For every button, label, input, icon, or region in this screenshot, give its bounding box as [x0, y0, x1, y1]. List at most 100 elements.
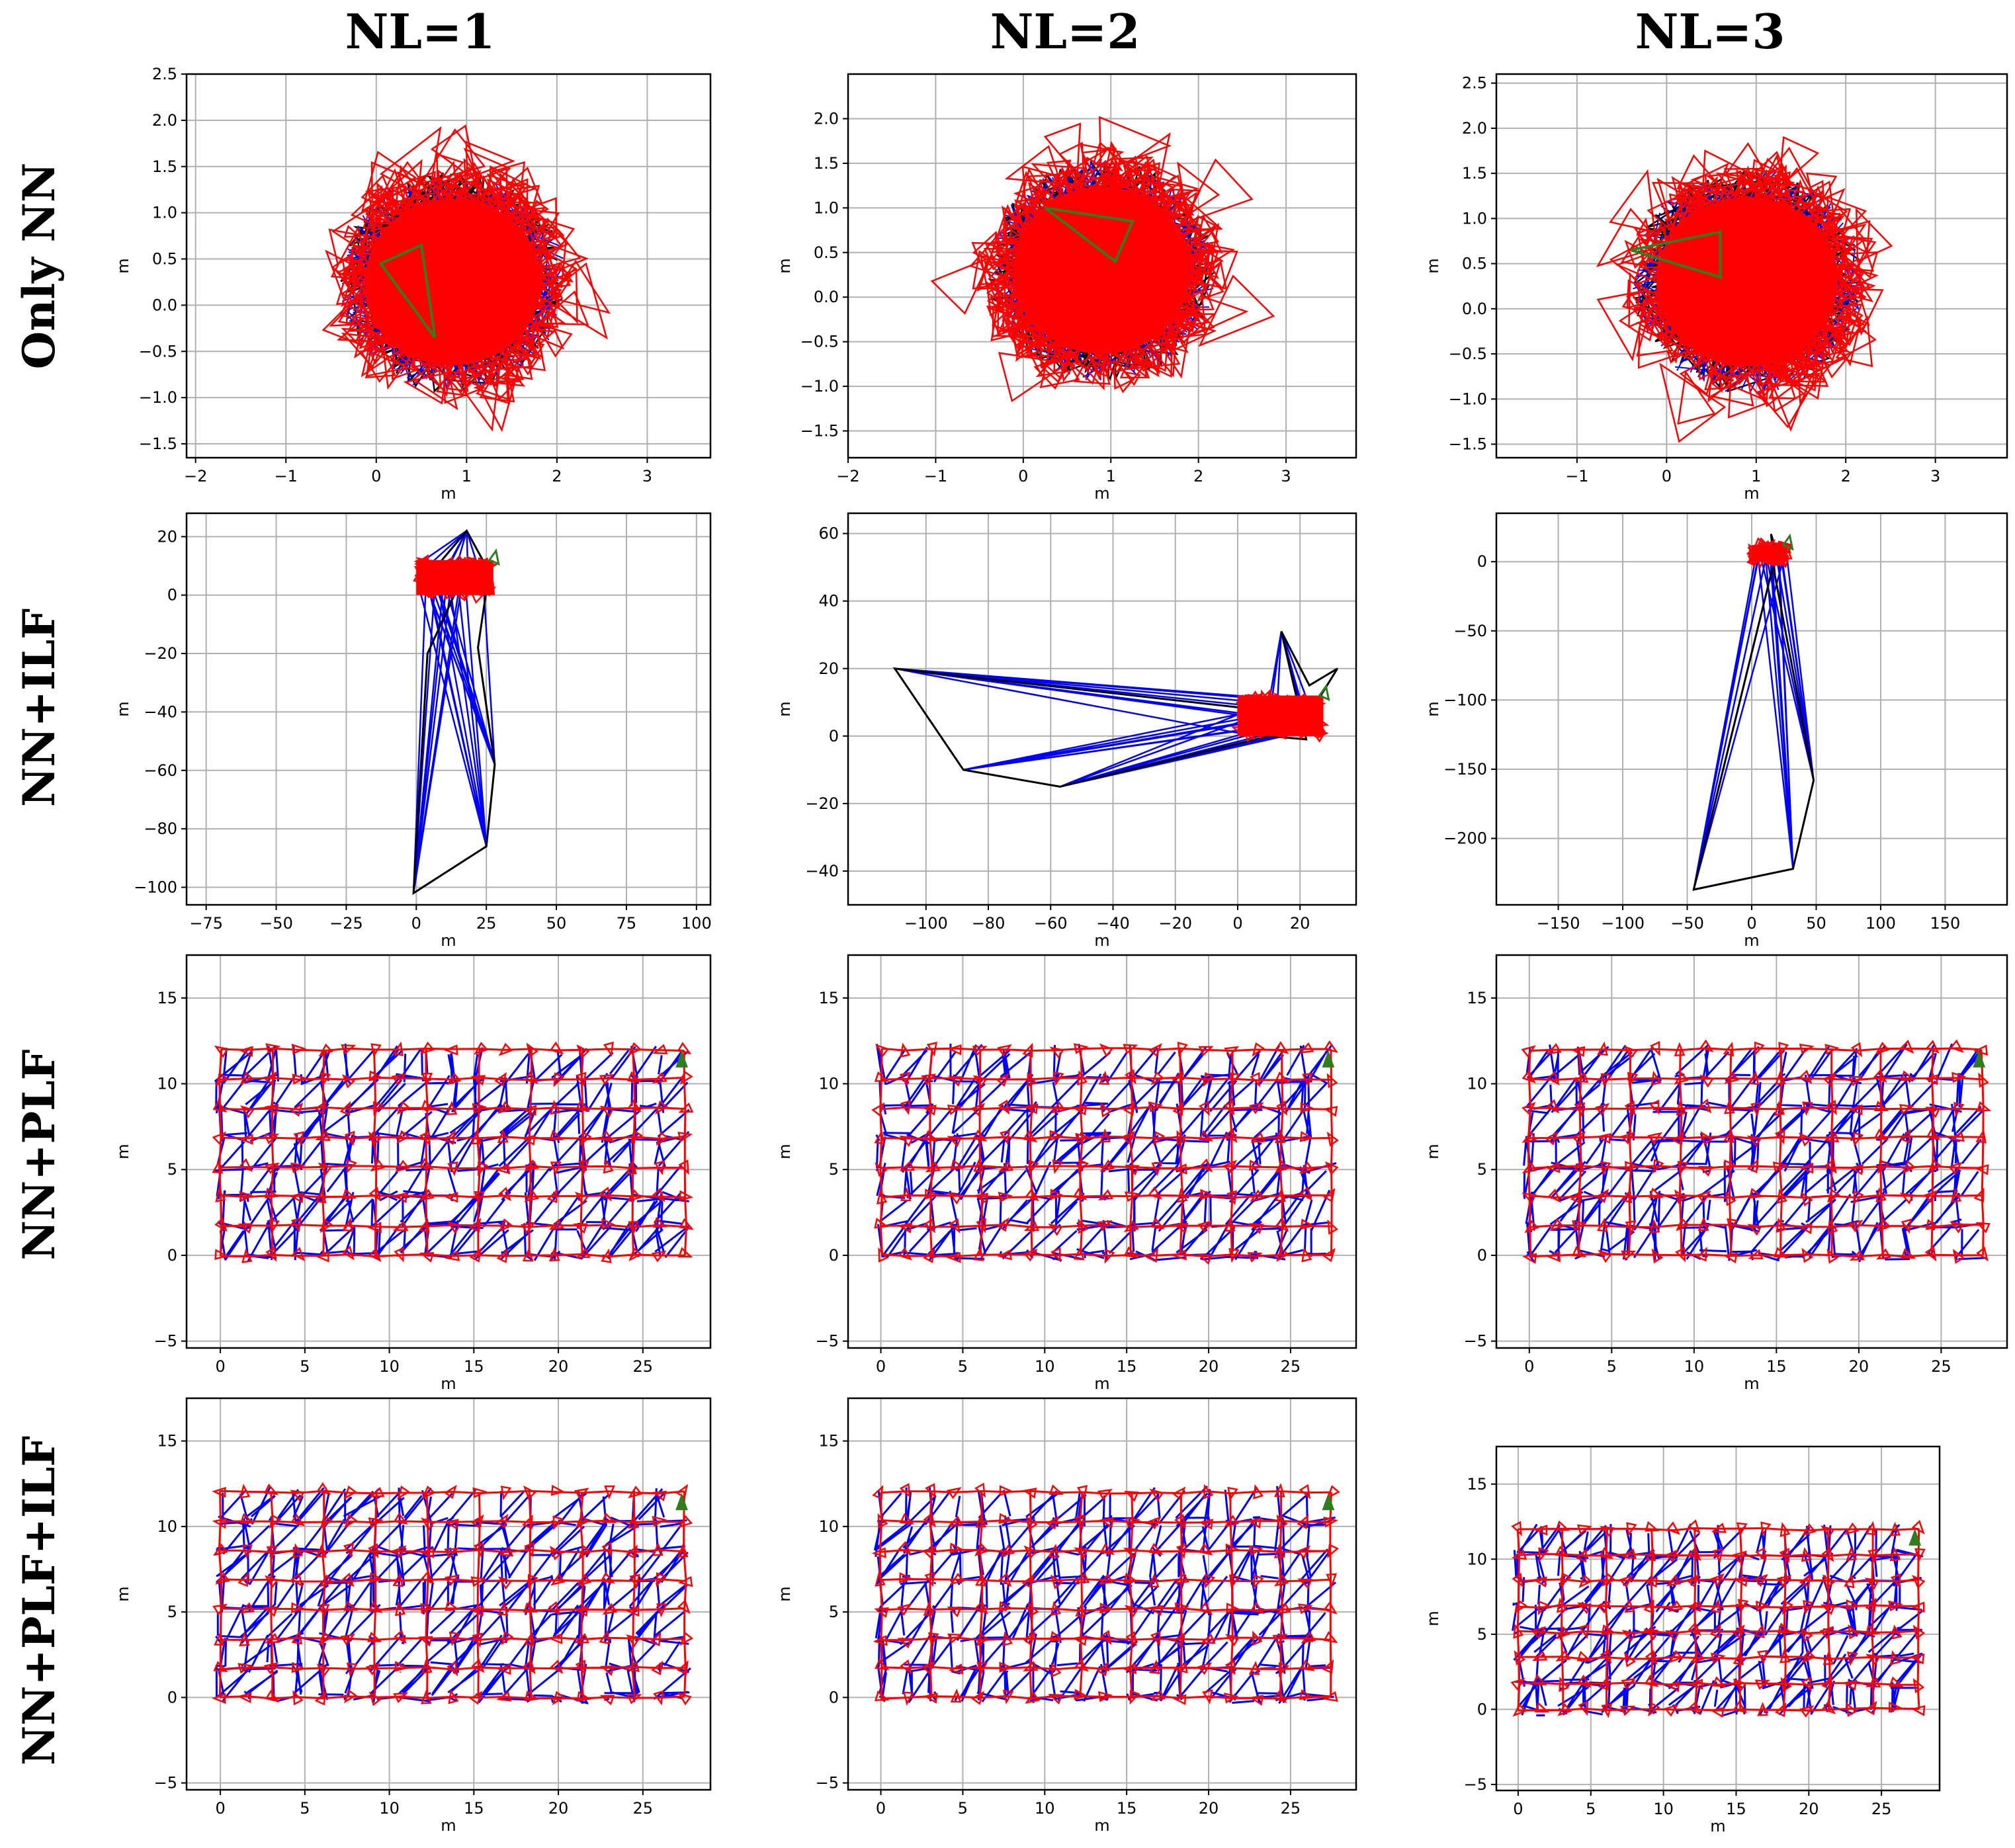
- pose-triangle: [1619, 1705, 1636, 1716]
- pose-triangle: [1756, 382, 1775, 394]
- pose-triangle: [1072, 1105, 1088, 1116]
- pose-triangle: [1150, 228, 1203, 280]
- pose-triangle: [239, 1191, 254, 1202]
- pose-triangle: [1275, 1187, 1286, 1202]
- pose-triangle: [1177, 1187, 1188, 1203]
- row-title-nn-plf-ilf: NN+PLF+ILF: [13, 1436, 65, 1765]
- start-pose-triangle: [488, 548, 500, 566]
- pose-triangle: [1200, 1633, 1216, 1644]
- pose-triangle: [1281, 694, 1297, 710]
- pose-triangle: [1267, 696, 1285, 708]
- pose-triangle: [392, 1545, 407, 1559]
- pose-triangle: [1711, 1676, 1727, 1688]
- pose-triangle: [1888, 1600, 1903, 1612]
- pose-triangle: [1140, 263, 1169, 300]
- y-tick-label: 10: [818, 1075, 839, 1093]
- pose-triangle: [1889, 1676, 1904, 1687]
- y-tick-label: −5: [816, 1332, 839, 1351]
- pose-triangle: [315, 1251, 329, 1263]
- pose-triangle: [494, 1071, 507, 1087]
- pose-triangle: [1002, 1689, 1014, 1704]
- pose-triangle: [239, 1484, 251, 1499]
- pose-triangle: [1822, 1574, 1835, 1589]
- x-tick-label: 100: [1865, 914, 1896, 933]
- pose-triangle: [1848, 279, 1874, 303]
- pose-triangle: [1800, 1627, 1813, 1642]
- pose-triangle: [523, 1485, 536, 1500]
- y-axis-label: m: [775, 701, 794, 716]
- pose-triangle: [291, 1044, 306, 1055]
- x-tick-label: 0: [1513, 1800, 1523, 1818]
- pose-triangle: [947, 1515, 963, 1527]
- pose-triangle: [1276, 1514, 1288, 1530]
- pose-triangle: [1668, 1600, 1683, 1613]
- pose-triangle: [1874, 1101, 1889, 1111]
- pose-triangle: [1688, 1546, 1701, 1562]
- pose-triangle: [1264, 714, 1278, 724]
- pose-triangle: [1762, 165, 1789, 199]
- pose-triangle: [434, 171, 474, 224]
- pose-triangle: [1052, 1159, 1064, 1175]
- pose-triangle: [652, 1541, 664, 1556]
- pose-triangle: [1912, 1574, 1926, 1589]
- pose-triangle: [1050, 1189, 1064, 1200]
- pose-triangle: [575, 1659, 585, 1675]
- pose-triangle: [1176, 1544, 1187, 1560]
- pose-triangle: [1303, 702, 1315, 719]
- pose-triangle: [346, 1662, 358, 1677]
- pose-triangle-outlier: [1198, 274, 1275, 347]
- pose-triangle: [1973, 1044, 1989, 1056]
- pose-triangle: [212, 1693, 226, 1704]
- pose-triangle: [1224, 1693, 1239, 1704]
- pose-triangle: [1724, 1159, 1738, 1171]
- pose-triangle: [524, 1159, 540, 1172]
- pose-triangle: [1157, 191, 1197, 237]
- pose-triangle: [1758, 548, 1770, 566]
- pose-triangle: [1686, 1574, 1700, 1588]
- pose-triangle: [1923, 1190, 1938, 1203]
- pose-triangle: [1050, 1661, 1062, 1678]
- pose-triangle: [603, 1041, 615, 1057]
- pose-triangle: [263, 1483, 279, 1495]
- pose-triangle: [1099, 1128, 1111, 1143]
- pose-triangle: [949, 1218, 961, 1234]
- pose-triangle: [1649, 1099, 1660, 1115]
- pose-triangle: [539, 240, 589, 278]
- plot-area: [212, 1041, 694, 1263]
- pose-triangle: [409, 175, 452, 207]
- y-tick-label: 2.0: [152, 111, 177, 130]
- pose-triangle: [1890, 1573, 1901, 1589]
- pose-triangle: [446, 1101, 458, 1116]
- pose-triangle: [421, 1485, 436, 1499]
- y-tick-label: 10: [1467, 1550, 1487, 1568]
- pose-triangle: [1889, 1650, 1901, 1665]
- pose-triangle: [1074, 222, 1095, 249]
- pose-triangle: [1627, 1071, 1639, 1087]
- pose-triangle: [1022, 1488, 1037, 1499]
- pose-triangle: [469, 1218, 482, 1233]
- pose-triangle: [1821, 1525, 1835, 1538]
- x-tick-label: 2: [1841, 467, 1851, 485]
- pose-triangle: [599, 1187, 612, 1202]
- pose-triangle: [1123, 1246, 1138, 1259]
- pose-triangle: [1547, 1189, 1562, 1203]
- pose-triangle: [1891, 1624, 1903, 1640]
- pose-triangle: [1109, 169, 1135, 187]
- pose-triangle: [1249, 1102, 1264, 1114]
- pose-triangle: [1000, 1544, 1015, 1557]
- pose-triangle: [1226, 1602, 1241, 1614]
- plot-area: [1596, 136, 1893, 443]
- pose-triangle: [497, 1576, 513, 1590]
- y-tick-label: 5: [167, 1160, 177, 1179]
- pose-triangle: [445, 559, 455, 571]
- pose-triangle: [342, 1073, 356, 1089]
- pose-triangle: [1252, 1630, 1263, 1646]
- pose-triangle: [1644, 1674, 1659, 1687]
- pose-triangle: [1049, 1130, 1064, 1142]
- pose-triangle: [364, 337, 396, 378]
- pose-triangle: [1975, 1222, 1991, 1234]
- pose-triangle: [344, 1514, 358, 1529]
- pose-triangle: [1664, 1548, 1679, 1563]
- pose-triangle: [1225, 1634, 1240, 1647]
- pose-triangle: [409, 321, 431, 348]
